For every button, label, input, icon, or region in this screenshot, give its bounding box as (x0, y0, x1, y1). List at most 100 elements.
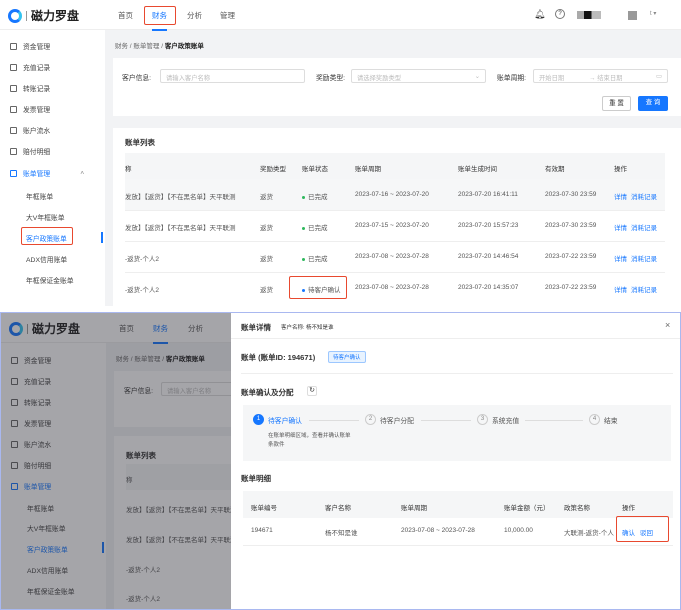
breadcrumb: 财务 / 账单管理 / 客户政策账单 (115, 43, 204, 50)
sidebar-item-flow[interactable]: 账户流水 (10, 125, 50, 135)
nav-finance: 财务 (153, 324, 168, 344)
period-label: 账单周期: (497, 75, 527, 82)
status-dot-icon (302, 257, 305, 261)
detail-link[interactable]: 详情 (614, 256, 627, 263)
nav-manage[interactable]: 管理 (220, 11, 235, 20)
cell-period: 2023-07-08 ~ 2023-07-28 (401, 527, 475, 534)
detail-link[interactable]: 详情 (614, 287, 627, 294)
cell-period: 2023-07-08 ~ 2023-07-28 (355, 253, 429, 260)
status-dot-icon (302, 226, 305, 230)
sidebar-sub-annual[interactable]: 年框账单 (26, 194, 54, 201)
consumption-record-link[interactable]: 消耗记录 (631, 287, 657, 294)
sidebar-item-invoice[interactable]: 发票管理 (10, 104, 50, 114)
detail-table-header (243, 491, 673, 518)
list-title: 账单列表 (125, 138, 155, 147)
section-confirm-title: 账单确认及分配 (241, 388, 294, 397)
nav-analysis: 分析 (188, 324, 203, 333)
cell-status: 已完成 (302, 191, 328, 201)
sidebar: 资金管理 充值记录 转账记录 发票管理 账户流水 赔付明细 账单管理 ˄ 年框账单… (0, 30, 105, 306)
record-icon (10, 63, 17, 71)
bell-icon[interactable]: 🔔︎ (534, 9, 546, 19)
cell-status: 已完成 (302, 222, 328, 232)
detail-link[interactable]: 详情 (614, 194, 627, 201)
sidebar-sub-adx[interactable]: ADX信用账单 (26, 257, 68, 264)
overlay-mask[interactable] (1, 313, 231, 609)
cell-expiry: 2023-07-22 23:59 (545, 284, 597, 291)
sidebar-sub-policy[interactable]: 客户政策账单 (26, 236, 67, 243)
logo[interactable]: 磁力罗盘 (8, 7, 79, 24)
cell-amount: 10,000.00 (504, 527, 533, 534)
nav-finance[interactable]: 财务 (152, 11, 167, 31)
chevron-down-icon: ⌄ (474, 73, 480, 80)
detail-link[interactable]: 详情 (614, 225, 627, 232)
sidebar: 资金管理 充值记录 转账记录 发票管理 账户流水 赔付明细 账单管理 年框账单 … (1, 343, 106, 609)
nav-home: 首页 (119, 324, 134, 333)
sidebar-item-compensation[interactable]: 赔付明细 (10, 146, 50, 156)
query-button[interactable]: 查 询 (638, 96, 668, 111)
panel-bill-list: 磁力罗盘 首页 财务 分析 管理 🔔︎ ? t ▾ 资金管理 充值记录 转账记录… (0, 0, 681, 306)
cell-created: 2023-07-20 16:41:11 (458, 191, 518, 198)
cell-period: 2023-07-15 ~ 2023-07-20 (355, 222, 429, 229)
reward-select[interactable]: 请选择奖励类型 ⌄ (351, 69, 486, 83)
cell-type: 返货 (260, 287, 273, 294)
cell-status: 已完成 (302, 253, 328, 263)
sidebar-sub-deposit[interactable]: 年框保证金账单 (26, 278, 74, 285)
nav-analysis[interactable]: 分析 (187, 11, 202, 20)
refresh-icon[interactable]: ↻ (307, 386, 317, 396)
step-2: 2 待客户分配 (365, 414, 414, 425)
cell-created: 2023-07-20 14:35:07 (458, 284, 519, 291)
top-header: 磁力罗盘 首页 财务 分析 管理 🔔︎ ? t ▾ (0, 0, 681, 31)
date-range-picker[interactable]: 开始日期 → 结束日期 ▭ (533, 69, 668, 83)
cell-type: 返货 (260, 225, 273, 232)
sidebar-item-transfer[interactable]: 转账记录 (10, 83, 50, 93)
section-detail-title: 账单明细 (241, 474, 271, 483)
cell-name: -返货-个人2 (125, 287, 159, 294)
cell-created: 2023-07-20 14:46:54 (458, 253, 519, 260)
cell-expiry: 2023-07-30 23:59 (545, 222, 597, 229)
cell-period: 2023-07-08 ~ 2023-07-28 (355, 284, 429, 291)
avatar[interactable] (577, 11, 601, 19)
cell-expiry: 2023-07-30 23:59 (545, 191, 597, 198)
bill-heading: 账单 (账单ID: 194671) (241, 353, 316, 362)
bill-icon (10, 169, 17, 177)
sidebar-item-bills[interactable]: 账单管理 ˄ (10, 168, 84, 178)
cell-bill-id: 194671 (251, 527, 273, 534)
customer-input[interactable]: 请输入客户名称 (160, 69, 305, 83)
help-icon[interactable]: ? (555, 9, 565, 19)
confirm-link[interactable]: 确认 (622, 530, 635, 537)
chevron-down-icon[interactable]: t ▾ (650, 11, 657, 17)
user-icon[interactable] (628, 11, 637, 20)
customer-label: 客户信息: (122, 75, 152, 82)
calendar-icon: ▭ (656, 73, 662, 80)
reset-button[interactable]: 重 置 (602, 96, 631, 111)
steps-box: 1 待客户确认 2 待客户分配 3 系统充值 4 结束 在账单明细区域，查看并确认账单条… (243, 405, 671, 461)
folder-icon (10, 42, 17, 50)
transfer-icon (10, 84, 17, 92)
logo: 磁力罗盘 (9, 320, 80, 337)
sidebar-item-funds[interactable]: 资金管理 (10, 41, 50, 51)
consumption-record-link[interactable]: 消耗记录 (631, 225, 657, 232)
cell-type: 返货 (260, 256, 273, 263)
reject-link[interactable]: 驳回 (640, 530, 653, 537)
sidebar-item-recharge[interactable]: 充值记录 (10, 62, 50, 72)
close-icon[interactable]: × (665, 320, 671, 330)
logo-icon (8, 8, 22, 23)
consumption-record-link[interactable]: 消耗记录 (631, 194, 657, 201)
cell-name: 发放】【返货】【不在黑名单】天平联测 (125, 225, 236, 232)
cell-status: 待客户确认 (302, 284, 341, 294)
filter-card: 客户信息: 请输入客户名称 奖励类型: 请选择奖励类型 ⌄ 账单周期: 开始日期 →… (113, 58, 681, 116)
sidebar-sub-bigv[interactable]: 大V年框账单 (26, 215, 65, 222)
cell-policy: 大联测-返货-个人 (564, 530, 614, 537)
consumption-record-link[interactable]: 消耗记录 (631, 256, 657, 263)
step-4: 4 结束 (589, 414, 618, 425)
cell-created: 2023-07-20 15:57:23 (458, 222, 519, 229)
cell-customer: 杨不知是谁 (325, 530, 358, 537)
status-dot-icon (302, 195, 305, 199)
clipboard-icon (10, 147, 17, 155)
cell-name: -返货-个人2 (125, 256, 159, 263)
cell-name: 发放】【返货】【不在黑名单】天平联测 (125, 194, 236, 201)
logo-text: 磁力罗盘 (31, 9, 80, 23)
flow-icon (10, 126, 17, 134)
table-header (125, 153, 665, 179)
nav-home[interactable]: 首页 (118, 11, 133, 20)
